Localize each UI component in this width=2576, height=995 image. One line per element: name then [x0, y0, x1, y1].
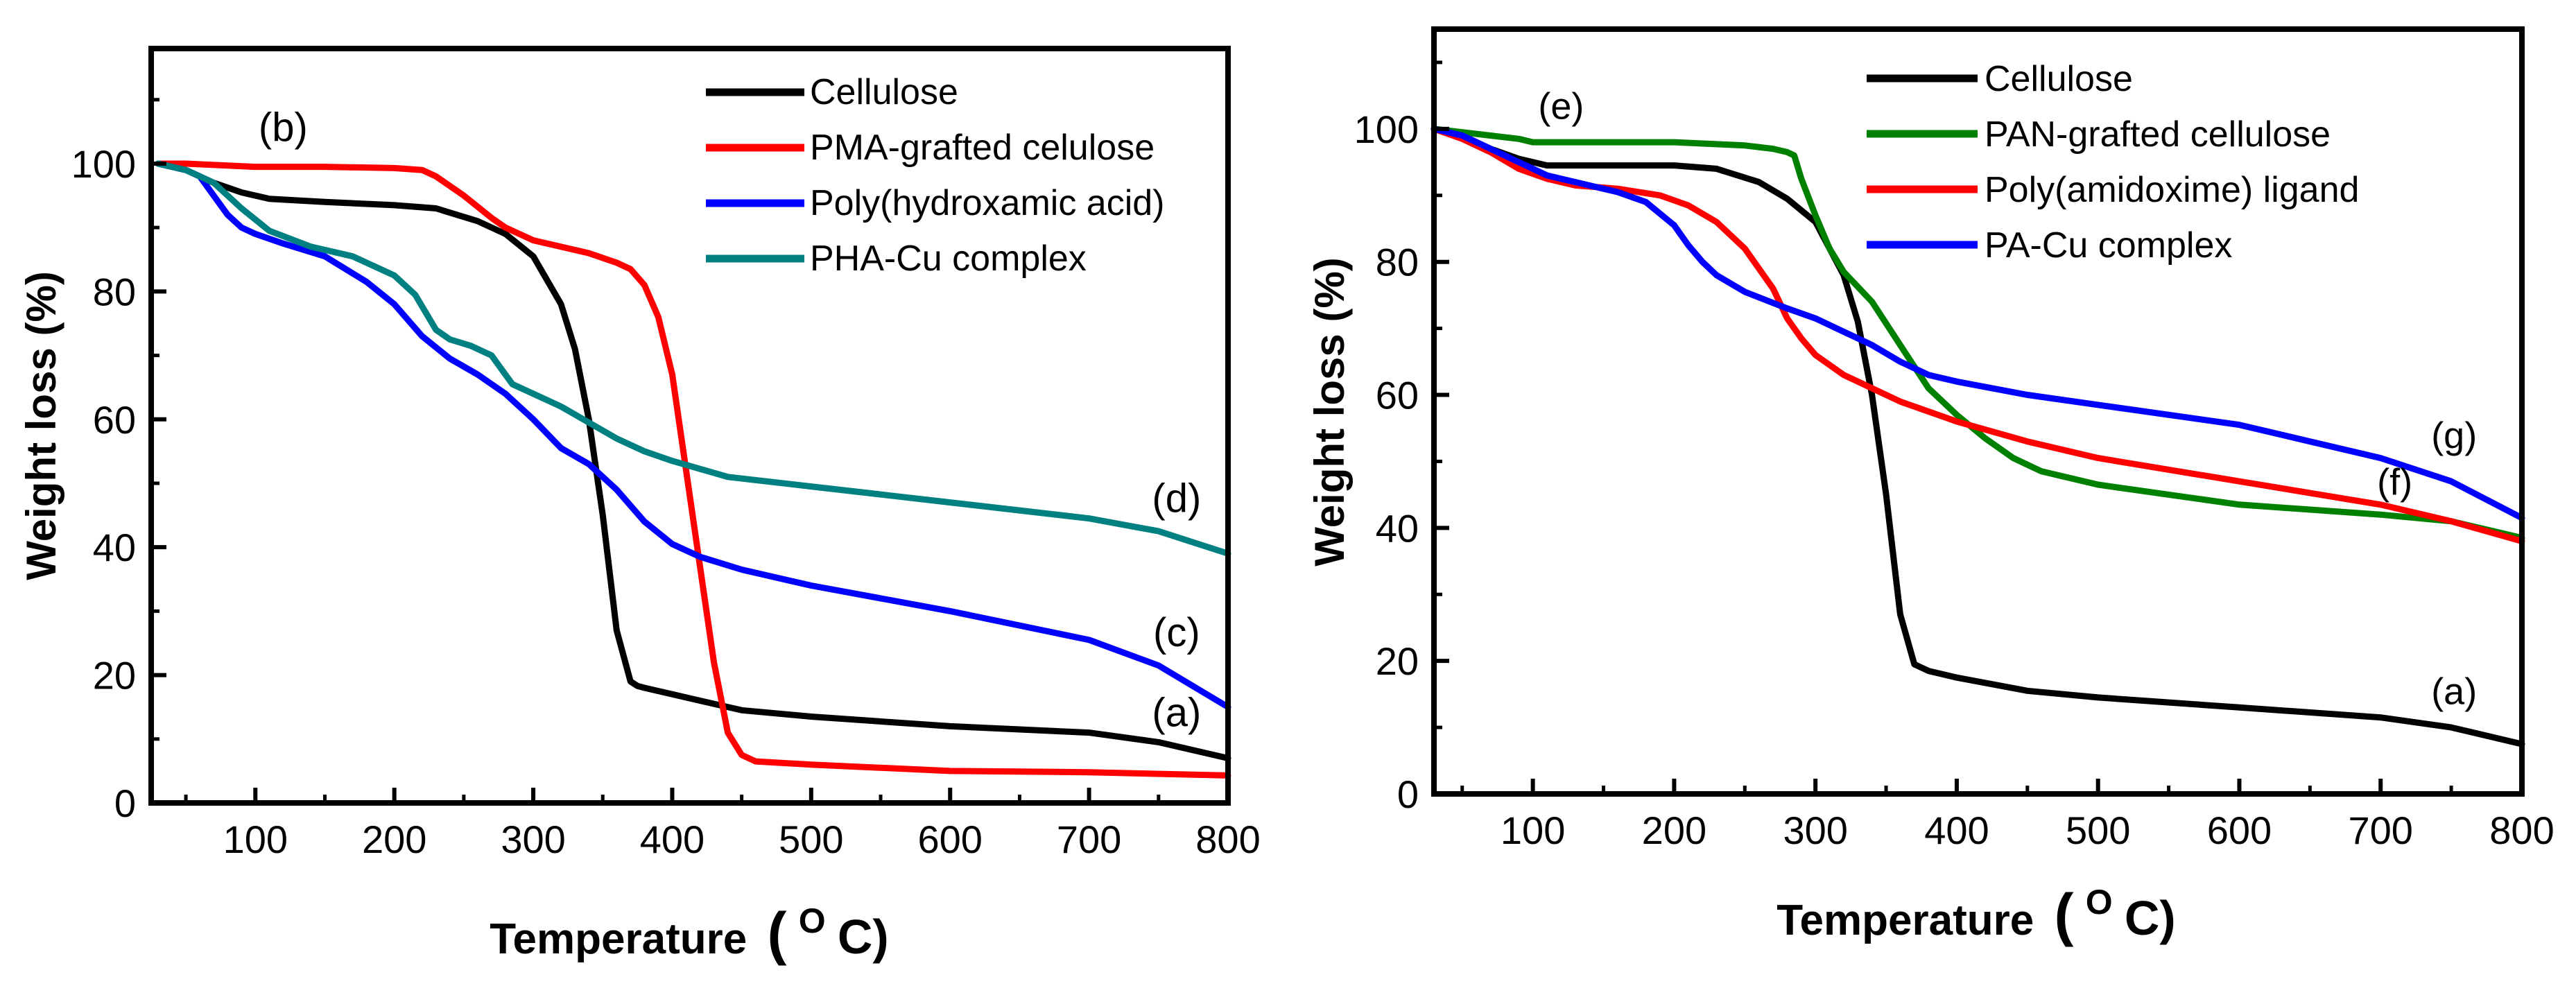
right-legend-label-pa: Poly(amidoxime) ligand	[1985, 170, 2359, 210]
right-annotation-g: (g)	[2431, 415, 2477, 456]
left-y-tick-label: 20	[93, 654, 136, 698]
right-x-axis-unit: C)	[2125, 891, 2176, 945]
left-ticks	[151, 98, 1230, 805]
left-annotation-d: (d)	[1152, 476, 1201, 521]
left-y-tick-label: 100	[71, 142, 136, 186]
left-x-tick-label: 600	[918, 817, 983, 861]
right-series-line-cellulose	[1430, 126, 2525, 747]
left-legend: Cellulose PMA-grafted celulose Poly(hydr…	[706, 72, 1165, 279]
right-legend: Cellulose PAN-grafted cellulose Poly(ami…	[1867, 59, 2359, 266]
right-legend-label-pa-cu: PA-Cu complex	[1985, 225, 2232, 266]
right-y-tick-label: 40	[1376, 506, 1419, 550]
left-legend-entry-pma: PMA-grafted celulose	[706, 128, 1155, 168]
right-y-tick-label: 0	[1397, 772, 1419, 816]
right-x-tick-label: 600	[2207, 808, 2272, 852]
right-x-tick-label: 100	[1501, 808, 1565, 852]
left-legend-entry-pha: Poly(hydroxamic acid)	[706, 183, 1165, 223]
right-annotation-e: (e)	[1538, 85, 1584, 127]
right-x-axis-title: Temperature ( O C)	[1777, 876, 2175, 947]
right-x-tick-label: 200	[1642, 808, 1706, 852]
left-x-axis-degree: O	[799, 901, 826, 940]
left-series-line-pma-grafted-celulose	[155, 160, 1231, 779]
right-annotations: (e) (g) (f) (a)	[1538, 85, 2477, 712]
left-y-tick-label: 0	[114, 781, 136, 825]
right-annotation-a: (a)	[2431, 671, 2477, 713]
left-y-tick-label: 40	[93, 526, 136, 569]
left-x-axis-paren-open: (	[767, 901, 786, 966]
right-tick-labels: 100 200 300 400 500 600 700 800 0 20 40 60 80 100	[1354, 107, 2555, 852]
left-plot-frame	[148, 46, 1231, 806]
right-x-axis-paren-open: (	[2054, 882, 2073, 947]
left-annotation-c: (c)	[1153, 610, 1200, 655]
right-legend-entry-pa: Poly(amidoxime) ligand	[1867, 170, 2359, 210]
right-chart: 100 200 300 400 500 600 700 800 0 20 40 60 80 100 (e)…	[1306, 26, 2555, 947]
left-x-axis-title-word: Temperature	[490, 915, 747, 963]
right-series-line-pa-cu-complex	[1430, 126, 2525, 521]
right-y-tick-label: 100	[1354, 107, 1419, 151]
left-x-axis-title: Temperature ( O C)	[490, 894, 888, 966]
left-x-tick-label: 200	[362, 817, 426, 861]
left-y-tick-label: 80	[93, 270, 136, 313]
left-legend-label-pha: Poly(hydroxamic acid)	[810, 183, 1165, 223]
right-legend-entry-pa-cu: PA-Cu complex	[1867, 225, 2232, 266]
right-y-tick-label: 60	[1376, 374, 1419, 417]
right-legend-entry-pan: PAN-grafted cellulose	[1867, 114, 2331, 155]
left-x-tick-label: 300	[501, 817, 565, 861]
left-x-axis-unit: C)	[838, 910, 889, 964]
left-x-tick-label: 400	[640, 817, 704, 861]
left-chart: 100 200 300 400 500 600 700 800 0 20 40 60 80 100 (b)…	[18, 46, 1261, 966]
left-legend-entry-pha-cu: PHA-Cu complex	[706, 239, 1087, 279]
left-legend-entry-cellulose: Cellulose	[706, 72, 958, 112]
right-x-tick-label: 300	[1783, 808, 1847, 852]
left-legend-label-cellulose: Cellulose	[810, 72, 958, 112]
right-y-axis-title: Weight loss (%)	[1306, 257, 1353, 566]
right-x-tick-label: 700	[2349, 808, 2413, 852]
right-ticks	[1434, 60, 2524, 796]
right-plot-frame	[1431, 26, 2525, 797]
right-y-tick-label: 20	[1376, 639, 1419, 683]
left-plot-area: 100 200 300 400 500 600 700 800 0 20 40 60 80 100 (b)…	[71, 46, 1261, 861]
right-x-tick-label: 800	[2489, 808, 2554, 852]
right-legend-label-cellulose: Cellulose	[1985, 59, 2133, 99]
left-annotations: (b) (d) (c) (a)	[259, 105, 1201, 736]
left-series-line-cellulose	[155, 160, 1231, 761]
left-x-tick-label: 800	[1195, 817, 1260, 861]
right-legend-label-pan: PAN-grafted cellulose	[1985, 114, 2331, 155]
left-series-line-pha-cu-complex	[155, 160, 1231, 557]
left-legend-label-pha-cu: PHA-Cu complex	[810, 239, 1087, 279]
right-y-tick-label: 80	[1376, 241, 1419, 284]
left-tick-labels: 100 200 300 400 500 600 700 800 0 20 40 60 80 100	[71, 142, 1261, 861]
right-legend-entry-cellulose: Cellulose	[1867, 59, 2133, 99]
left-x-tick-label: 100	[223, 817, 288, 861]
right-x-axis-degree: O	[2086, 883, 2113, 922]
left-y-axis-title: Weight loss (%)	[18, 271, 64, 580]
right-series-line-poly-amidoxime-ligand	[1430, 126, 2525, 544]
left-x-tick-label: 700	[1057, 817, 1121, 861]
right-x-tick-label: 400	[1924, 808, 1989, 852]
right-annotation-f: (f)	[2377, 461, 2412, 503]
right-series-layer	[1430, 126, 2525, 747]
left-annotation-b: (b)	[259, 105, 308, 150]
left-y-tick-label: 60	[93, 398, 136, 442]
right-x-axis-title-word: Temperature	[1777, 897, 2034, 944]
right-series-line-pan-grafted-cellulose	[1430, 126, 2525, 542]
left-legend-label-pma: PMA-grafted celulose	[810, 128, 1155, 168]
right-x-tick-label: 500	[2066, 808, 2130, 852]
right-plot-area: 100 200 300 400 500 600 700 800 0 20 40 60 80 100 (e)…	[1354, 26, 2555, 852]
left-x-tick-label: 500	[779, 817, 843, 861]
left-series-line-poly-hydroxamic-acid	[155, 160, 1231, 711]
left-series-layer	[155, 160, 1231, 779]
left-annotation-a: (a)	[1152, 690, 1201, 735]
